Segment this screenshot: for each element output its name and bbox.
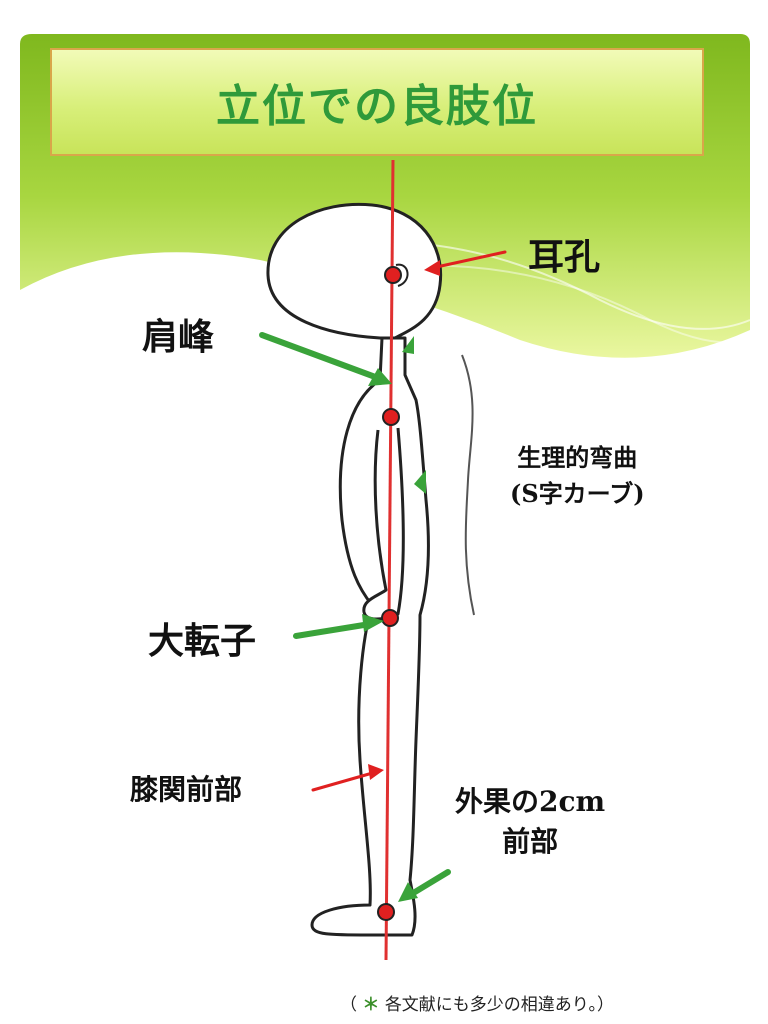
label-curve-line1: 生理的弯曲 (517, 443, 638, 472)
plumb-line (384, 159, 395, 961)
label-ankle-line1: 外果の2cm (455, 785, 606, 818)
label-physiological-curve: 生理的弯曲 (S字カーブ) (510, 440, 645, 512)
mark-neck (402, 336, 414, 354)
s-curve-bracket (461, 354, 475, 616)
arrow-shoulder (259, 332, 381, 381)
landmark-points (377, 266, 402, 921)
arrowhead-ear (424, 260, 440, 276)
body-outline (310, 336, 430, 937)
arrow-ankle (407, 869, 451, 898)
head-outline (266, 202, 443, 340)
label-curve-line2: (S字カーブ) (510, 479, 645, 508)
label-ear: 耳孔 (528, 236, 601, 278)
human-figure (266, 202, 443, 937)
arm-outline (362, 427, 405, 621)
arrows (259, 250, 507, 902)
label-ankle: 外果の2cm 前部 (455, 780, 605, 860)
asterisk-icon: ＊ (362, 995, 380, 1015)
arrow-knee (311, 770, 378, 792)
mark-back (414, 470, 426, 494)
footnote: （ ＊ 各文献にも多少の相違あり。） (340, 990, 614, 1015)
point-ankle (377, 903, 395, 921)
point-ear (384, 266, 402, 284)
title-banner: 立位での良肢位 (50, 48, 704, 156)
arrow-ear (430, 250, 507, 270)
label-shoulder: 肩峰 (142, 316, 215, 358)
ear-detail (395, 263, 409, 287)
footnote-text: 各文献にも多少の相違あり。） (384, 995, 614, 1015)
arrowhead-ankle (398, 882, 418, 902)
arrowhead-shoulder (368, 368, 392, 386)
point-shoulder (382, 408, 400, 426)
arrow-trochanter (293, 621, 373, 639)
footnote-open: （ (340, 995, 357, 1015)
label-knee: 膝関前部 (130, 773, 243, 806)
point-trochanter (381, 609, 399, 627)
label-ankle-line2: 前部 (502, 825, 559, 858)
arrowhead-trochanter (362, 614, 384, 632)
arrowhead-knee (368, 764, 384, 780)
label-trochanter: 大転子 (148, 620, 257, 662)
page-title: 立位での良肢位 (216, 81, 538, 132)
